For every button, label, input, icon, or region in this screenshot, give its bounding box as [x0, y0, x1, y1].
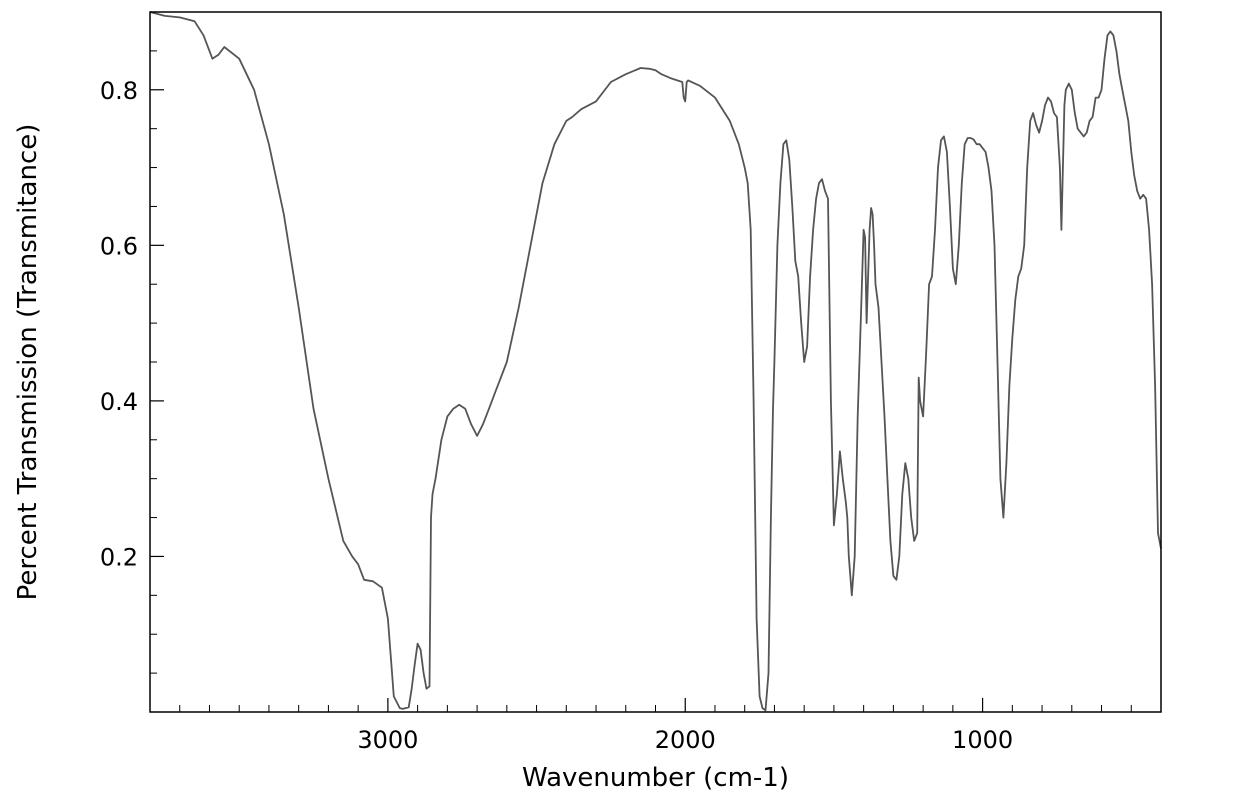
plot-frame [149, 11, 1162, 713]
x-axis-title: Wavenumber (cm-1) [522, 763, 789, 793]
y-axis-title: Percent Transmission (Transmitance) [13, 124, 43, 601]
y-tick-label: 0.6 [100, 232, 138, 260]
x-tick-label: 1000 [952, 726, 1013, 754]
tick-labels-group: 3000 2000 1000 0.2 0.4 0.6 0.8 [100, 77, 1013, 754]
ticks-group [150, 50, 1132, 712]
y-tick-label: 0.8 [100, 77, 138, 105]
x-tick-label: 2000 [655, 726, 716, 754]
series-0-line [149, 11, 1162, 712]
x-tick-label: 3000 [357, 726, 418, 754]
y-tick-label: 0.4 [100, 388, 138, 416]
y-tick-label: 0.2 [100, 543, 138, 571]
